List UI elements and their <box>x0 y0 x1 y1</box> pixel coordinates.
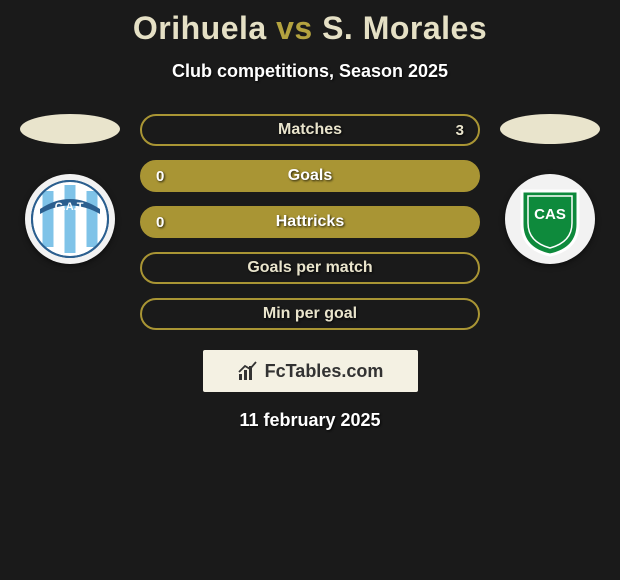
stat-row-min-per-goal: Min per goal <box>140 298 480 330</box>
svg-text:CAS: CAS <box>534 206 566 223</box>
chart-icon <box>237 360 259 382</box>
player2-name: S. Morales <box>322 10 487 46</box>
team1-crest-icon: C.A.T. <box>30 179 110 259</box>
stats-column: Matches 3 0 Goals 0 Hattricks Goals per … <box>140 114 480 330</box>
stat-row-goals: 0 Goals <box>140 160 480 192</box>
main-row: C.A.T. Matches 3 0 Goals 0 Hattricks Goa… <box>0 114 620 330</box>
watermark: FcTables.com <box>203 350 418 392</box>
stat-row-goals-per-match: Goals per match <box>140 252 480 284</box>
team2-badge: CAS <box>505 174 595 264</box>
stat-row-matches: Matches 3 <box>140 114 480 146</box>
footer-date: 11 february 2025 <box>239 410 380 431</box>
stat-label: Goals <box>288 167 332 185</box>
svg-text:C.A.T.: C.A.T. <box>55 201 86 213</box>
player1-photo-placeholder <box>20 114 120 144</box>
stat-left-val: 0 <box>156 214 164 231</box>
team1-badge: C.A.T. <box>25 174 115 264</box>
left-player-col: C.A.T. <box>10 114 130 264</box>
page-title: Orihuela vs S. Morales <box>133 10 487 47</box>
stat-label: Goals per match <box>247 259 372 277</box>
team2-crest-icon: CAS <box>510 179 590 259</box>
stat-right-val: 3 <box>456 122 464 139</box>
player1-name: Orihuela <box>133 10 267 46</box>
stat-label: Hattricks <box>276 213 344 231</box>
stat-label: Matches <box>278 121 342 139</box>
player2-photo-placeholder <box>500 114 600 144</box>
stat-left-val: 0 <box>156 168 164 185</box>
watermark-text: FcTables.com <box>265 361 384 382</box>
right-player-col: CAS <box>490 114 610 264</box>
vs-label: vs <box>276 10 313 46</box>
stat-row-hattricks: 0 Hattricks <box>140 206 480 238</box>
stat-label: Min per goal <box>263 305 357 323</box>
subtitle: Club competitions, Season 2025 <box>172 61 448 82</box>
